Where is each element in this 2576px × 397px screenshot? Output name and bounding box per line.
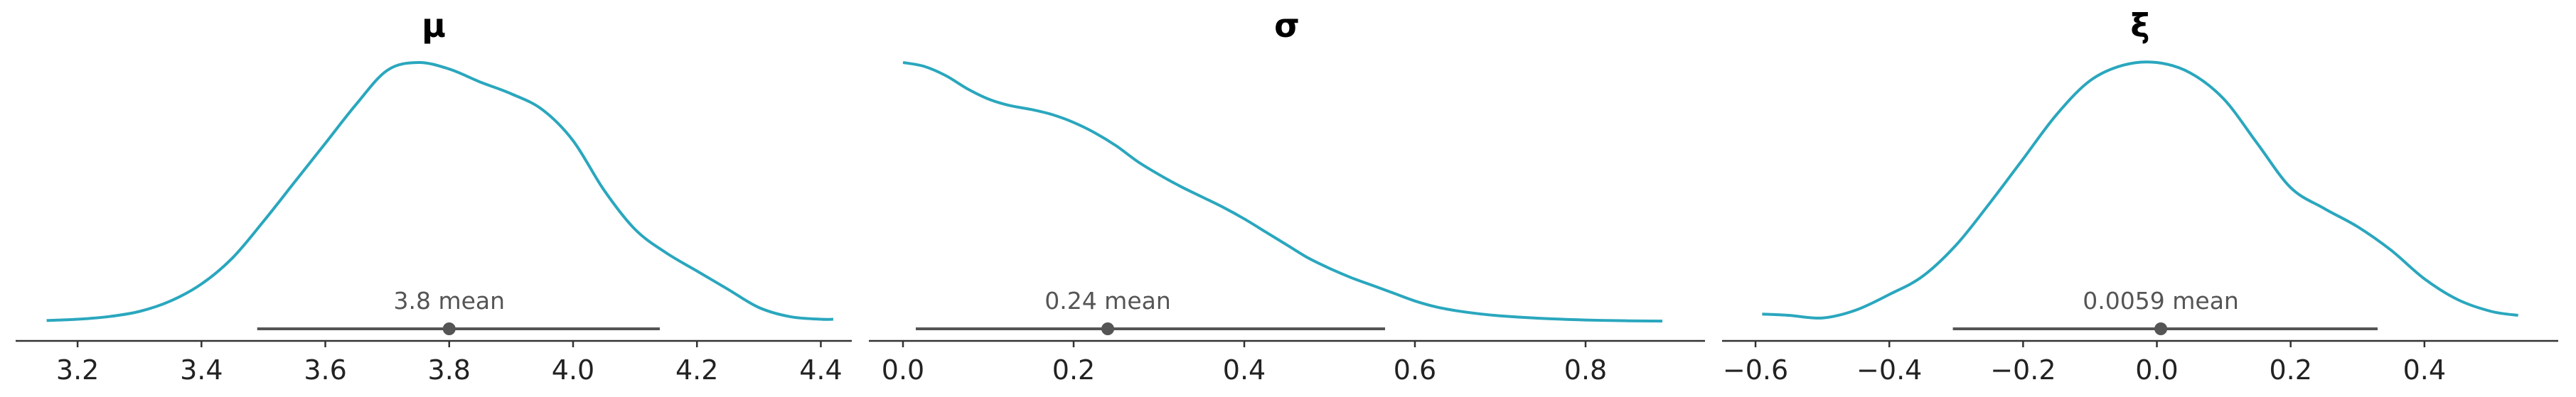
mean-point <box>1101 322 1114 335</box>
panel-title: σ <box>1274 6 1300 45</box>
panel-title: μ <box>422 6 446 45</box>
x-axis-ticks: 0.0 0.2 0.4 0.6 0.8 <box>882 341 1607 386</box>
x-tick-label: 0.8 <box>1564 354 1607 386</box>
x-axis-ticks: −0.6 −0.4 −0.2 0.0 0.2 0.4 <box>1723 341 2446 386</box>
panel-xi: ξ 0.0059 mean −0.6 −0.4 −0.2 0.0 0.2 0.4 <box>1722 6 2558 386</box>
kde-curve <box>902 61 1663 323</box>
x-tick-label: 0.2 <box>2269 354 2312 386</box>
x-tick-label: 0.4 <box>2403 354 2446 386</box>
x-tick-label: −0.6 <box>1723 354 1788 386</box>
kde-curve <box>1762 60 2518 320</box>
mean-label: 0.0059 mean <box>2083 287 2239 315</box>
x-tick-label: 3.6 <box>304 354 346 386</box>
x-tick-label: 4.2 <box>675 354 718 386</box>
x-tick-label: 0.0 <box>882 354 924 386</box>
x-tick-label: 3.4 <box>180 354 223 386</box>
mean-point <box>2154 322 2168 335</box>
mean-label: 3.8 mean <box>393 287 505 315</box>
x-tick-label: −0.2 <box>1990 354 2056 386</box>
x-tick-label: 0.2 <box>1052 354 1095 386</box>
x-tick-label: 3.2 <box>56 354 99 386</box>
x-tick-label: 0.0 <box>2135 354 2178 386</box>
panel-sigma: σ 0.24 mean 0.0 0.2 0.4 0.6 0.8 <box>869 6 1705 386</box>
x-tick-label: 3.8 <box>428 354 471 386</box>
x-tick-label: 0.4 <box>1223 354 1266 386</box>
x-tick-label: 4.0 <box>552 354 594 386</box>
x-tick-label: −0.4 <box>1856 354 1922 386</box>
panel-title: ξ <box>2130 6 2149 45</box>
panel-mu: μ 3.8 mean 3.2 3.4 3.6 3.8 4.0 4.2 4.4 <box>16 6 852 386</box>
x-tick-label: 0.6 <box>1394 354 1436 386</box>
x-tick-label: 4.4 <box>799 354 842 386</box>
kde-curve <box>46 60 833 322</box>
mean-point <box>442 322 456 335</box>
x-axis-ticks: 3.2 3.4 3.6 3.8 4.0 4.2 4.4 <box>56 341 843 386</box>
mean-label: 0.24 mean <box>1044 287 1171 315</box>
